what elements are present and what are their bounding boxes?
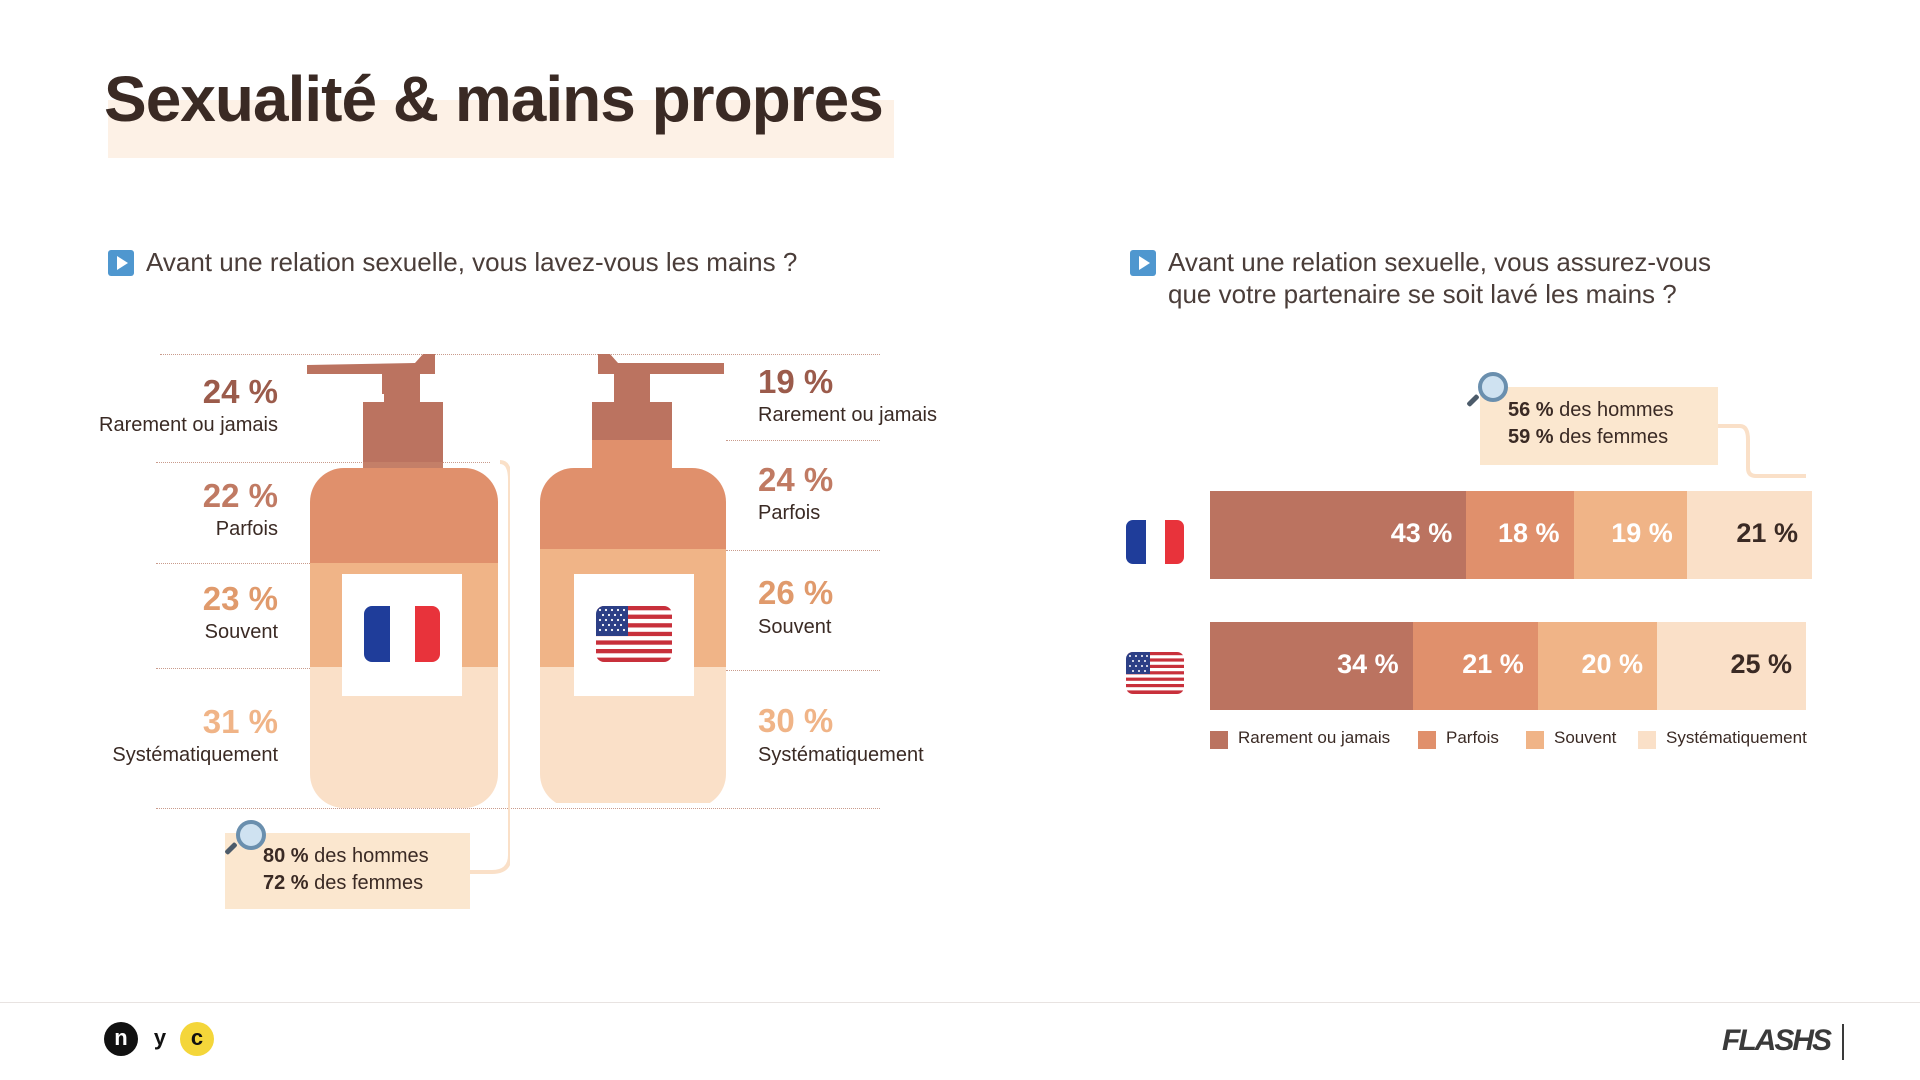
left-callout-men-label: des hommes: [314, 845, 429, 867]
guide-line: [726, 550, 880, 551]
guide-line: [160, 354, 880, 355]
usa-flag-icon: [1126, 652, 1184, 694]
us-bottle-seg-parfois: [540, 468, 726, 550]
flag-box-france: [342, 574, 462, 696]
us-pct-parfois: 24 %: [758, 461, 834, 498]
us-label-rarement: Rarement ou jamais: [758, 404, 937, 426]
title-highlight: [108, 100, 894, 158]
bar-seg-fr-systematiquement: [1686, 491, 1812, 579]
fr-label-parfois: Parfois: [215, 518, 278, 540]
left-callout-connector: [470, 460, 510, 874]
logo-y: y: [143, 1022, 177, 1056]
left-callout-women-pct: 72 %: [263, 872, 309, 894]
guide-line: [726, 440, 880, 441]
fr-pct-souvent: 23 %: [202, 580, 278, 617]
bar-seg-us-rarement: [1210, 622, 1413, 710]
fr-label-systematiquement: Systématiquement: [112, 744, 278, 766]
flag-box-usa: [574, 574, 694, 696]
bar-seg-us-parfois: [1412, 622, 1538, 710]
guide-line: [156, 808, 880, 809]
bar-seg-fr-souvent: [1573, 491, 1687, 579]
logo-n: n: [104, 1022, 138, 1056]
us-label-parfois: Parfois: [758, 502, 821, 524]
us-label-souvent: Souvent: [758, 616, 832, 638]
legend-label-rarement: Rarement ou jamais: [1238, 728, 1391, 747]
us-pct-systematiquement: 30 %: [758, 702, 834, 739]
magnifier-icon: [1466, 372, 1508, 412]
page-title: Sexualité & mains propres: [104, 63, 884, 135]
legend-swatch-souvent: [1526, 731, 1544, 749]
bar-label-us-parfois: 21 %: [1462, 649, 1524, 679]
right-question-line2: que votre partenaire se soit lavé les ma…: [1168, 279, 1677, 309]
legend-label-souvent: Souvent: [1554, 728, 1617, 747]
fr-pct-systematiquement: 31 %: [202, 703, 278, 740]
us-pct-rarement: 19 %: [758, 363, 834, 400]
bar-seg-us-systematiquement: [1657, 622, 1806, 710]
guide-line: [726, 670, 880, 671]
play-icon: [1130, 250, 1156, 276]
guide-line: [156, 462, 490, 463]
fr-bottle-seg-parfois: [310, 468, 498, 563]
legend-swatch-systematiquement: [1638, 731, 1656, 749]
bar-label-us-souvent: 20 %: [1581, 649, 1643, 679]
right-callout-men-label: des hommes: [1559, 399, 1674, 421]
us-label-systematiquement: Systématiquement: [758, 744, 924, 766]
legend-swatch-rarement: [1210, 731, 1228, 749]
bar-seg-us-souvent: [1537, 622, 1657, 710]
fr-pct-rarement: 24 %: [202, 373, 278, 410]
play-icon: [108, 250, 134, 276]
magnifier-icon: [224, 820, 266, 860]
footer-divider-mark: [1842, 1024, 1844, 1060]
bar-seg-fr-rarement: [1210, 491, 1467, 579]
us-pct-souvent: 26 %: [758, 574, 834, 611]
france-flag-icon: [364, 606, 440, 662]
bar-label-us-systematiquement: 25 %: [1730, 649, 1792, 679]
usa-flag-icon: [596, 606, 672, 662]
bar-label-fr-systematiquement: 21 %: [1736, 518, 1798, 548]
logo-c: c: [180, 1022, 214, 1056]
bar-label-fr-souvent: 19 %: [1611, 518, 1673, 548]
left-callout: 80 % des hommes 72 % des femmes: [225, 833, 470, 909]
bar-seg-fr-parfois: [1466, 491, 1574, 579]
left-callout-men-pct: 80 %: [263, 845, 309, 867]
bar-label-fr-parfois: 18 %: [1498, 518, 1560, 548]
france-flag-icon: [1126, 520, 1184, 564]
bar-label-fr-rarement: 43 %: [1390, 518, 1453, 548]
bar-label-us-rarement: 34 %: [1337, 649, 1399, 679]
brand-logo: FLASHS: [1722, 1024, 1832, 1057]
right-callout-men-pct: 56 %: [1508, 399, 1554, 421]
right-callout-women-label: des femmes: [1559, 426, 1669, 448]
left-question: Avant une relation sexuelle, vous lavez-…: [146, 247, 798, 277]
right-callout-women-pct: 59 %: [1508, 426, 1554, 448]
legend-label-parfois: Parfois: [1446, 728, 1499, 747]
fr-label-souvent: Souvent: [204, 621, 278, 643]
right-callout-connector: [1716, 424, 1806, 478]
left-callout-women-label: des femmes: [314, 872, 424, 894]
fr-label-rarement: Rarement ou jamais: [99, 414, 278, 436]
legend-swatch-parfois: [1418, 731, 1436, 749]
footer-divider: [0, 1002, 1920, 1003]
legend-label-systematiquement: Systématiquement: [1666, 728, 1807, 747]
fr-pct-parfois: 22 %: [202, 477, 278, 514]
right-question-line1: Avant une relation sexuelle, vous assure…: [1168, 247, 1711, 277]
right-callout: 56 % des hommes 59 % des femmes: [1480, 387, 1718, 465]
